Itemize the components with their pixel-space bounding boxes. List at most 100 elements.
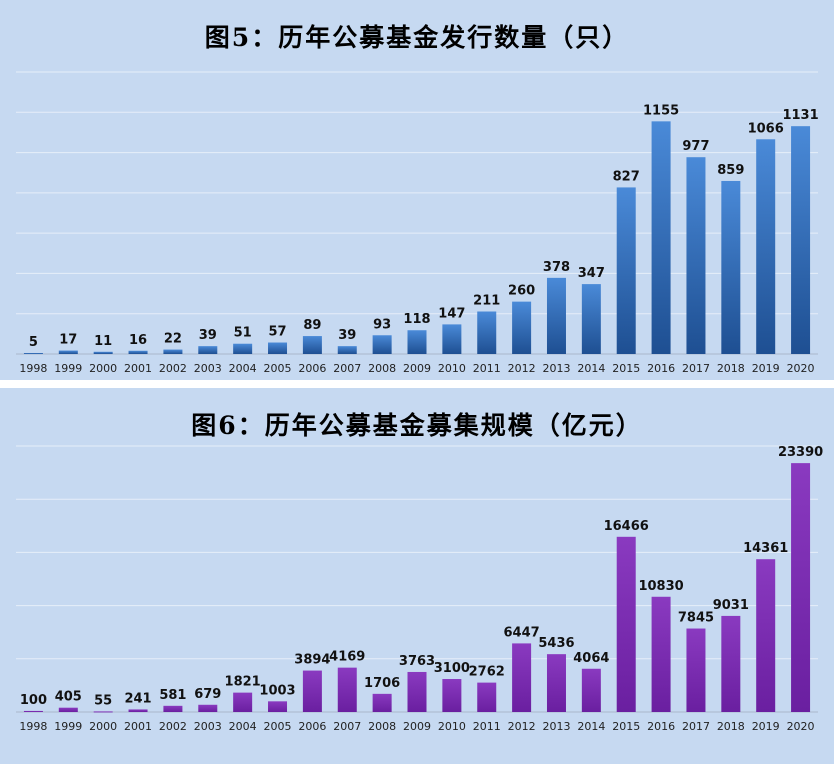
x-tick-label-2016: 2016	[647, 362, 675, 375]
data-label-2005: 1003	[259, 683, 295, 698]
bar-2014	[581, 284, 601, 354]
data-label-1999: 17	[59, 333, 77, 348]
data-label-2004: 1821	[225, 675, 261, 690]
chart-title: 图5：历年公募基金发行数量（只）	[204, 23, 630, 52]
data-label-2003: 39	[199, 328, 217, 343]
bar-2002	[163, 705, 183, 712]
bar-2002	[163, 349, 183, 354]
bar-1999	[58, 350, 78, 354]
bar-1998	[23, 352, 43, 354]
bar-2000	[93, 351, 113, 354]
data-label-2014: 347	[578, 266, 605, 281]
bar-2009	[407, 671, 427, 712]
x-tick-label-2014: 2014	[577, 720, 605, 733]
data-label-2001: 241	[124, 691, 151, 706]
data-label-1998: 100	[20, 693, 47, 708]
x-tick-label-2009: 2009	[403, 362, 431, 375]
data-label-2020: 1131	[782, 108, 818, 123]
data-label-2015: 827	[613, 169, 640, 184]
data-label-2013: 378	[543, 260, 570, 275]
x-tick-label-2020: 2020	[787, 720, 815, 733]
bar-2018	[721, 180, 741, 354]
bar-1998	[23, 710, 43, 712]
bar-2004	[233, 692, 253, 712]
x-tick-label-2017: 2017	[682, 720, 710, 733]
bar-2008	[372, 335, 392, 354]
chart-panel-fund-issuance-count: 图5：历年公募基金发行数量（只） 5 1998 17 1999 11 2000 16 2001…	[0, 0, 834, 380]
data-label-2012: 6447	[504, 625, 540, 640]
x-tick-label-2007: 2007	[333, 362, 361, 375]
bar-2004	[233, 343, 253, 354]
bar-2015	[616, 536, 636, 712]
data-label-2010: 147	[438, 306, 465, 321]
x-tick-label-2001: 2001	[124, 362, 152, 375]
bar-2008	[372, 693, 392, 712]
data-label-2007: 4169	[329, 650, 365, 665]
bar-2001	[128, 709, 148, 712]
data-label-2015: 16466	[604, 519, 649, 534]
x-tick-label-2016: 2016	[647, 720, 675, 733]
bar-2000	[93, 711, 113, 713]
data-label-2017: 7845	[678, 611, 714, 626]
data-label-2009: 3763	[399, 654, 435, 669]
bar-2011	[477, 311, 497, 354]
bar-2005	[268, 342, 288, 354]
bar-2015	[616, 187, 636, 354]
bar-2005	[268, 701, 288, 712]
data-label-2019: 1066	[748, 121, 784, 136]
data-label-2018: 9031	[713, 598, 749, 613]
x-tick-label-2018: 2018	[717, 720, 745, 733]
x-tick-label-2020: 2020	[787, 362, 815, 375]
x-tick-label-2018: 2018	[717, 362, 745, 375]
x-tick-label-2008: 2008	[368, 362, 396, 375]
data-label-2018: 859	[717, 163, 744, 178]
data-label-2016: 10830	[638, 579, 683, 594]
x-tick-label-2011: 2011	[473, 362, 501, 375]
data-label-2002: 581	[159, 688, 186, 703]
data-label-1999: 405	[55, 690, 82, 705]
data-label-2000: 55	[94, 693, 112, 708]
data-label-2001: 16	[129, 333, 147, 348]
bar-2009	[407, 330, 427, 354]
data-label-2017: 977	[682, 139, 709, 154]
data-label-2007: 39	[338, 328, 356, 343]
x-tick-label-2001: 2001	[124, 720, 152, 733]
data-label-2006: 89	[303, 318, 321, 333]
data-label-2000: 11	[94, 334, 112, 349]
data-label-2019: 14361	[743, 541, 788, 556]
bar-2007	[337, 346, 357, 354]
x-tick-label-2009: 2009	[403, 720, 431, 733]
bar-2016	[651, 121, 671, 354]
x-tick-label-1999: 1999	[54, 720, 82, 733]
x-tick-label-2005: 2005	[264, 720, 292, 733]
gridlines	[16, 71, 818, 315]
bar-2001	[128, 350, 148, 354]
x-tick-label-2000: 2000	[89, 720, 117, 733]
bar-2019	[756, 559, 776, 712]
bar-2017	[686, 157, 706, 354]
x-tick-label-2010: 2010	[438, 362, 466, 375]
x-tick-label-1998: 1998	[19, 362, 47, 375]
chart-title: 图6：历年公募基金募集规模（亿元）	[191, 411, 643, 440]
data-label-2002: 22	[164, 332, 182, 347]
bar-2003	[198, 346, 218, 354]
bar-2014	[581, 668, 601, 712]
bar-2012	[512, 643, 532, 712]
bar-2013	[546, 277, 566, 354]
data-label-2005: 57	[268, 325, 286, 340]
data-label-2010: 3100	[434, 661, 470, 676]
x-tick-label-2004: 2004	[229, 362, 257, 375]
x-tick-label-2013: 2013	[542, 362, 570, 375]
bar-2020	[791, 126, 811, 354]
data-label-2012: 260	[508, 284, 535, 299]
data-label-2008: 93	[373, 317, 391, 332]
bar-2006	[302, 336, 322, 354]
bar-2013	[546, 654, 566, 712]
data-label-2003: 679	[194, 687, 221, 702]
data-label-2008: 1706	[364, 676, 400, 691]
bar-2018	[721, 615, 741, 712]
x-tick-label-2003: 2003	[194, 720, 222, 733]
bar-2011	[477, 682, 497, 712]
bar-2007	[337, 667, 357, 712]
bar-chart-fund-raised-scale: 100 1998 405 1999 55 2000 241 2001 581 2002 679 200…	[16, 445, 823, 733]
